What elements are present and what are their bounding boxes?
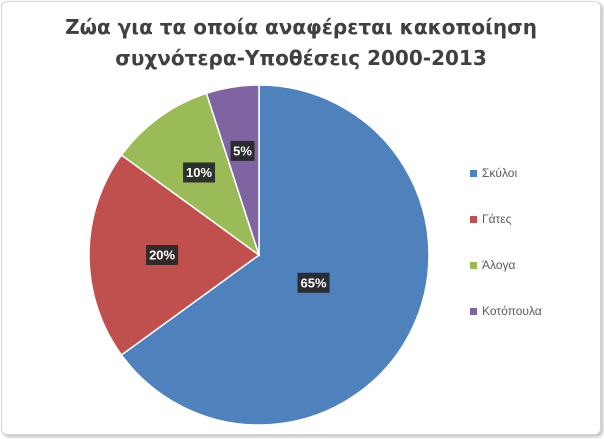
data-label-text-0: 65% [301, 275, 327, 290]
legend-entry-0: Σκύλοι [482, 166, 517, 180]
data-label-box-2 [183, 162, 216, 183]
data-label-text-3: 5% [233, 143, 252, 158]
data-label-text-1: 20% [149, 248, 175, 263]
legend-swatch-2 [470, 262, 477, 269]
legend-swatch-0 [470, 170, 477, 177]
chart-title-line-2: συχνότερα-Υποθέσεις 2000-2013 [115, 46, 487, 70]
legend-entry-1: Γάτες [482, 212, 512, 226]
data-label-box-3 [230, 140, 255, 161]
pie-slice-3 [205, 84, 260, 256]
data-label-2: 10% [183, 162, 216, 183]
data-label-box-1 [146, 245, 179, 265]
legend-entry-2: Άλογα [482, 258, 516, 272]
data-label-3: 5% [230, 140, 255, 161]
data-label-0: 65% [297, 272, 330, 293]
data-label-text-2: 10% [186, 165, 212, 180]
legend-entry-3: Κοτόπουλα [482, 304, 542, 318]
pie-slice-0 [120, 84, 430, 426]
data-label-box-0 [297, 272, 330, 293]
chart-title: Ζώα για τα οποία αναφέρεται κακοποίηση σ… [2, 12, 600, 74]
chart-title-line-1: Ζώα για τα οποία αναφέρεται κακοποίηση [65, 15, 537, 39]
legend-swatch-1 [470, 216, 477, 223]
legend-swatch-3 [470, 308, 477, 315]
data-label-1: 20% [146, 245, 179, 265]
